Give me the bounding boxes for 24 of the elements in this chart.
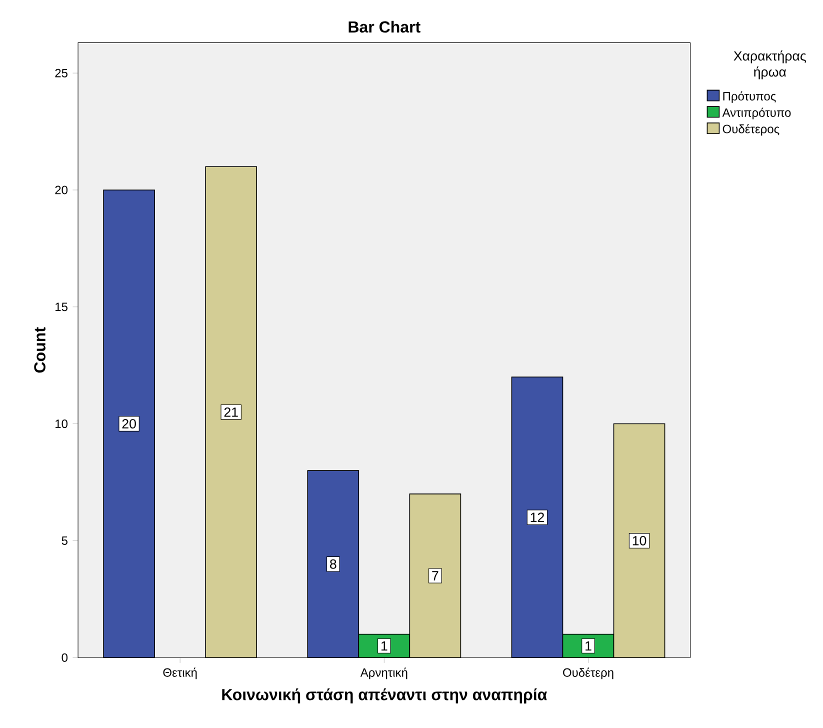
data-label: 1 — [586, 641, 592, 650]
data-label: 21 — [224, 407, 238, 417]
chart-title: Bar Chart — [348, 20, 420, 32]
x-tick-label: Ουδέτερη — [563, 668, 614, 680]
data-label: 20 — [122, 418, 136, 428]
legend-label: Ουδέτερος — [722, 124, 780, 136]
x-tick-label: Αρνητική — [360, 668, 408, 680]
data-label: 12 — [530, 512, 544, 522]
y-tick-label: 15 — [56, 302, 68, 311]
y-tick-label: 20 — [55, 186, 68, 194]
y-axis-title: Count — [34, 327, 46, 372]
legend-title: Χαρακτήρας ήρωα — [734, 50, 806, 80]
legend-label: Πρότυπος — [723, 91, 776, 103]
data-label: 1 — [381, 641, 388, 650]
data-label: 10 — [632, 536, 646, 546]
data-label: 8 — [330, 559, 336, 569]
y-tick-label: 5 — [62, 536, 68, 545]
x-tick-label: Θετική — [163, 668, 197, 680]
legend-label: Αντιπρότυπο — [722, 108, 791, 120]
y-tick-label: 10 — [56, 419, 68, 428]
y-tick-label: 0 — [62, 653, 68, 662]
x-axis-title: Κοινωνική στάση απέναντι στην αναπηρία — [222, 688, 548, 704]
y-tick-label: 25 — [55, 68, 68, 78]
data-label: 7 — [432, 571, 438, 580]
